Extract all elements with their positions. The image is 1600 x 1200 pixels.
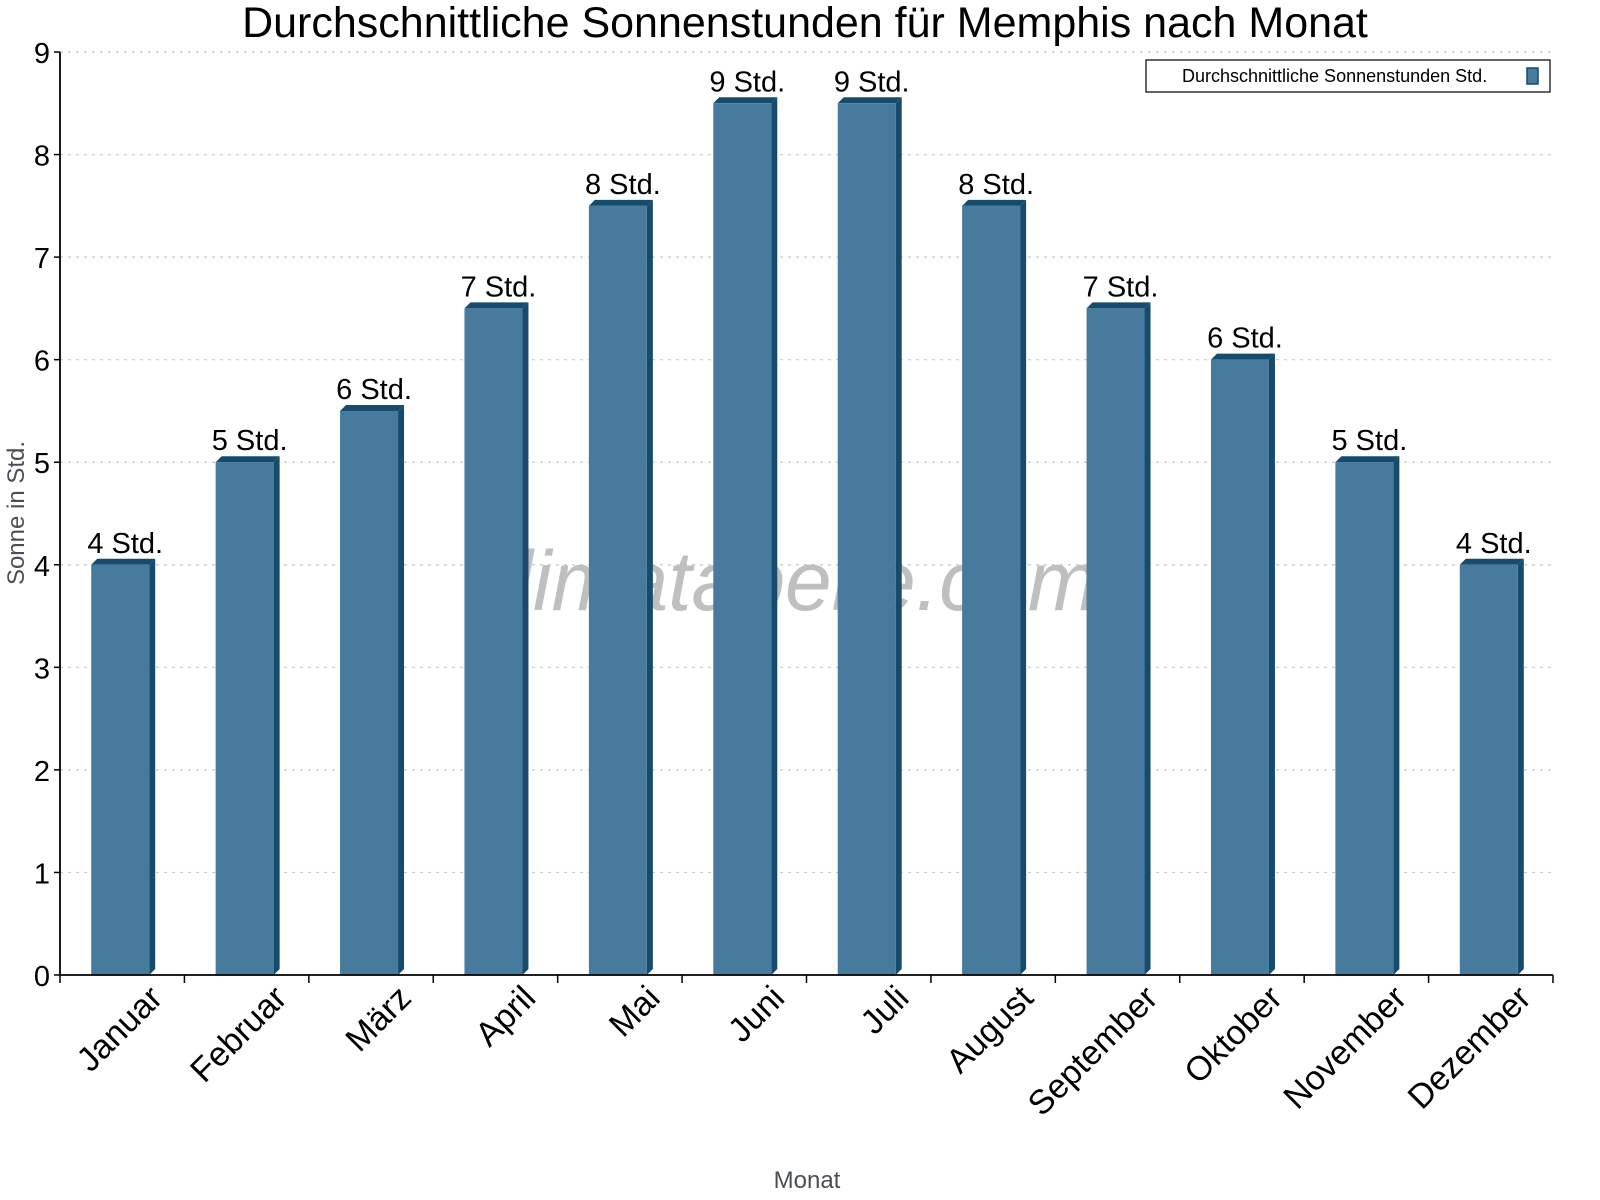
x-axis-label: Monat [774,1167,841,1194]
bar: 5 Std. [1331,425,1407,975]
x-tick-label: Juni [721,979,792,1050]
x-tick-label: September [1021,979,1165,1123]
bar-top [962,199,1027,206]
bar: 9 Std. [709,66,785,976]
x-tick-label: August [939,978,1041,1080]
bar-top [588,199,653,206]
bar-face [1459,564,1518,975]
bar-top [1335,456,1400,463]
bar-value-label: 6 Std. [1207,323,1283,355]
bar-face [1210,359,1269,976]
bar-side [771,97,778,976]
y-tick-label: 1 [34,858,50,890]
x-tick-label: Oktober [1177,979,1289,1091]
bar: 6 Std. [336,374,412,975]
bar-side [522,302,529,975]
bar-value-label: 5 Std. [212,425,288,457]
bar-top [1086,302,1151,309]
bar-value-label: 7 Std. [461,271,537,303]
bar-face [215,462,274,975]
gridlines [60,51,1553,874]
bar: 7 Std. [461,271,537,975]
bar: 7 Std. [1083,271,1159,975]
bar-series: 4 Std. 5 Std. 6 Std. 7 Std. 8 Std. 9 Std. 9 St… [87,66,1532,976]
bar-value-label: 4 Std. [1456,528,1532,560]
bar-face [1335,462,1394,975]
bar-side [1144,302,1151,975]
y-axis-label: Sonne in Std. [3,441,30,585]
bar-value-label: 7 Std. [1083,271,1159,303]
bar-face [464,308,523,975]
bar-side [1268,353,1275,976]
x-tick-label: November [1276,979,1414,1117]
y-tick-label: 8 [34,141,50,173]
bar-side [1393,456,1400,975]
x-tick-label: April [468,979,543,1054]
y-tick-label: 2 [34,756,50,788]
y-tick-label: 3 [34,653,50,685]
bar-face [962,205,1021,976]
legend-box [1145,59,1551,93]
x-tick-label: Februar [183,979,294,1090]
bar: 6 Std. [1207,323,1283,976]
x-tick-label: Januar [69,979,169,1079]
bar-value-label: 9 Std. [834,66,910,98]
x-tick-label: Juli [853,979,916,1042]
bar: 4 Std. [1456,528,1532,975]
bar-value-label: 6 Std. [336,374,412,406]
bar-value-label: 8 Std. [585,169,661,201]
y-tick-label: 5 [34,448,50,480]
y-tick-label: 9 [34,38,50,70]
bar-top [464,302,529,309]
chart-title: Durchschnittliche Sonnenstunden für Memp… [242,0,1368,47]
bar-top [91,558,156,565]
bar-side [398,404,405,975]
bar-side [1020,199,1027,976]
bar-value-label: 4 Std. [87,528,163,560]
bar-value-label: 8 Std. [958,169,1034,201]
bar-face [837,103,896,976]
bar-top [340,404,405,411]
legend-label: Durchschnittliche Sonnenstunden Std. [1182,66,1487,86]
bar-value-label: 9 Std. [709,66,785,98]
y-tick-label: 4 [34,551,50,583]
bar-top [1459,558,1524,565]
legend: Durchschnittliche Sonnenstunden Std. [1145,59,1551,93]
bar-top [1210,353,1275,360]
bar-face [713,103,772,976]
bar-side [273,456,280,975]
bar: 8 Std. [958,169,1034,976]
bar-top [215,456,280,463]
bar-face [1086,308,1145,975]
bar: 9 Std. [834,66,910,976]
bar-side [646,199,653,976]
bar: 4 Std. [87,528,163,975]
legend-swatch [1526,67,1539,85]
bar-face [588,205,647,976]
bar: 5 Std. [212,425,288,975]
bar-face [340,410,399,975]
bar-value-label: 5 Std. [1331,425,1407,457]
bar-top [837,97,902,104]
bar-face [91,564,150,975]
x-tick-label: Mai [602,979,668,1045]
y-tick-label: 7 [34,243,50,275]
bar-side [1517,558,1524,975]
bar-side [895,97,902,976]
bar-top [713,97,778,104]
y-tick-label: 0 [34,961,50,993]
x-tick-label: Dezember [1401,979,1539,1117]
bar: 8 Std. [585,169,661,976]
x-tick-label: März [338,979,418,1059]
y-tick-label: 6 [34,346,50,378]
bar-side [149,558,156,975]
